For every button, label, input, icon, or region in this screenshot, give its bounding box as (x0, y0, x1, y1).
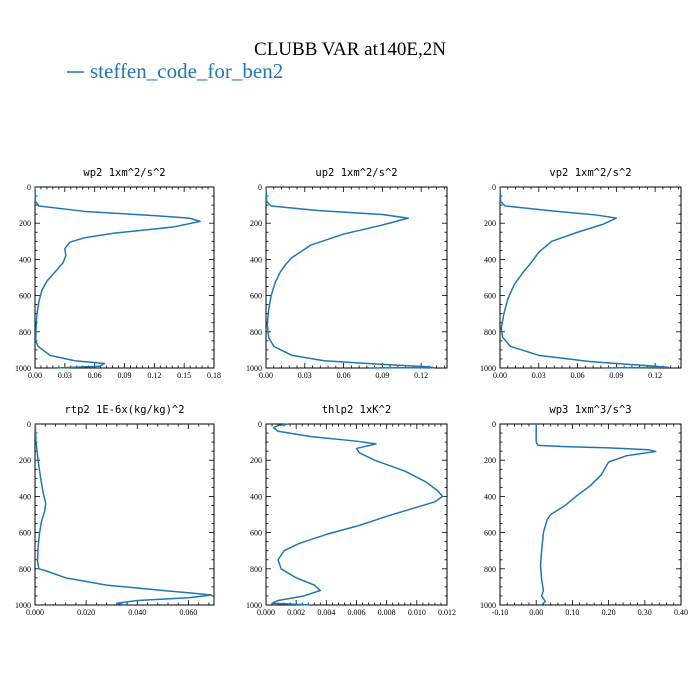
x-tick-label: 0.00 (529, 608, 543, 617)
y-tick-label: 200 (484, 219, 496, 228)
series-line (34, 423, 213, 606)
x-tick-label: 0.30 (638, 608, 652, 617)
y-tick-label: 600 (484, 292, 496, 301)
y-tick-label: 400 (250, 255, 262, 264)
x-tick-label: 0.03 (532, 371, 546, 380)
y-tick-label: 600 (250, 529, 262, 538)
panel-title: wp3 1xm^3/s^3 (549, 404, 631, 416)
y-tick-label: 400 (250, 492, 262, 501)
x-tick-label: 0.09 (118, 371, 132, 380)
x-tick-label: 0.002 (287, 608, 305, 617)
x-tick-label: 0.00 (28, 371, 42, 380)
panel-title: vp2 1xm^2/s^2 (549, 167, 631, 179)
chart-panel: vp2 1xm^2/s^2 0.00 0.03 0.06 0.09 0.12 0 200 400… (480, 167, 682, 380)
x-tick-label: 0.040 (128, 608, 146, 617)
x-tick-label: 0.03 (58, 371, 72, 380)
x-tick-label: 0.012 (438, 608, 456, 617)
legend-label: steffen_code_for_ben2 (90, 59, 283, 83)
y-tick-label: 0 (258, 183, 262, 192)
y-tick-label: 0 (258, 420, 262, 429)
chart-panel: wp2 1xm^2/s^2 0.00 0.03 0.06 0.09 0.12 0.15 0.1… (15, 167, 221, 380)
panel-title: wp2 1xm^2/s^2 (83, 167, 165, 179)
x-tick-label: 0.06 (337, 371, 351, 380)
x-tick-label: 0.000 (26, 608, 44, 617)
chart-panel: rtp2 1E-6x(kg/kg)^2 0.000 0.020 0.040 0.060 0… (15, 404, 215, 617)
x-tick-label: 0.10 (565, 608, 579, 617)
x-tick-label: 0.20 (602, 608, 616, 617)
y-tick-label: 200 (250, 456, 262, 465)
y-tick-label: 200 (19, 219, 31, 228)
x-tick-label: 0.00 (259, 371, 273, 380)
x-tick-label: 0.40 (674, 608, 688, 617)
x-tick-label: 0.060 (179, 608, 197, 617)
y-tick-label: 400 (484, 492, 496, 501)
panel-title: thlp2 1xK^2 (322, 404, 392, 416)
x-tick-label: 0.18 (207, 371, 221, 380)
plot-frame (265, 423, 448, 606)
y-tick-label: 800 (19, 565, 31, 574)
chart-panel: wp3 1xm^3/s^3 -0.10 0.00 0.10 0.20 0.30 0.40 0 2… (480, 404, 688, 617)
x-tick-label: 0.06 (88, 371, 102, 380)
x-tick-label: 0.00 (493, 371, 507, 380)
y-tick-label: 200 (19, 456, 31, 465)
series-line (499, 186, 669, 369)
x-tick-label: 0.000 (257, 608, 275, 617)
x-tick-label: 0.06 (571, 371, 585, 380)
y-tick-label: 800 (484, 565, 496, 574)
x-tick-label: 0.09 (609, 371, 623, 380)
plot-frame (265, 186, 448, 369)
x-tick-label: 0.12 (414, 371, 428, 380)
legend: steffen_code_for_ben2 (67, 59, 283, 83)
y-tick-label: 400 (19, 492, 31, 501)
x-tick-label: 0.008 (378, 608, 396, 617)
y-tick-label: 600 (250, 292, 262, 301)
figure-title: CLUBB VAR at140E,2N (254, 39, 446, 60)
chart-panel: thlp2 1xK^2 0.000 0.002 0.004 0.006 0.008 0.01… (246, 404, 456, 617)
x-tick-label: 0.020 (77, 608, 95, 617)
series-line (271, 423, 444, 606)
x-tick-label: 0.03 (298, 371, 312, 380)
y-tick-label: 400 (484, 255, 496, 264)
chart-panel: up2 1xm^2/s^2 0.00 0.03 0.06 0.09 0.12 0 200 400… (246, 167, 448, 380)
x-tick-label: 0.12 (648, 371, 662, 380)
x-tick-label: 0.12 (147, 371, 161, 380)
y-tick-label: 1000 (480, 601, 496, 610)
series-line (34, 186, 201, 369)
y-tick-label: 1000 (480, 364, 496, 373)
y-tick-label: 200 (250, 219, 262, 228)
x-tick-label: 0.09 (375, 371, 389, 380)
x-tick-label: -0.10 (492, 608, 509, 617)
panel-title: rtp2 1E-6x(kg/kg)^2 (64, 404, 184, 416)
series-line (535, 424, 657, 606)
x-tick-label: 0.010 (408, 608, 426, 617)
panels: wp2 1xm^2/s^2 0.00 0.03 0.06 0.09 0.12 0.15 0.1… (15, 167, 688, 617)
y-tick-label: 800 (250, 565, 262, 574)
y-tick-label: 0 (27, 420, 31, 429)
y-tick-label: 600 (19, 529, 31, 538)
y-tick-label: 400 (19, 255, 31, 264)
y-tick-label: 600 (484, 529, 496, 538)
y-tick-label: 1000 (15, 601, 31, 610)
y-tick-label: 1000 (246, 601, 262, 610)
y-tick-label: 1000 (246, 364, 262, 373)
x-tick-label: 0.006 (348, 608, 366, 617)
y-tick-label: 600 (19, 292, 31, 301)
y-tick-label: 800 (484, 328, 496, 337)
x-tick-label: 0.004 (317, 608, 335, 617)
y-tick-label: 1000 (15, 364, 31, 373)
panel-title: up2 1xm^2/s^2 (315, 167, 397, 179)
y-tick-label: 800 (250, 328, 262, 337)
y-tick-label: 800 (19, 328, 31, 337)
x-tick-label: 0.15 (177, 371, 191, 380)
y-tick-label: 0 (27, 183, 31, 192)
y-tick-label: 0 (492, 183, 496, 192)
plot-frame (34, 423, 215, 606)
y-tick-label: 0 (492, 420, 496, 429)
series-line (265, 186, 435, 369)
y-tick-label: 200 (484, 456, 496, 465)
